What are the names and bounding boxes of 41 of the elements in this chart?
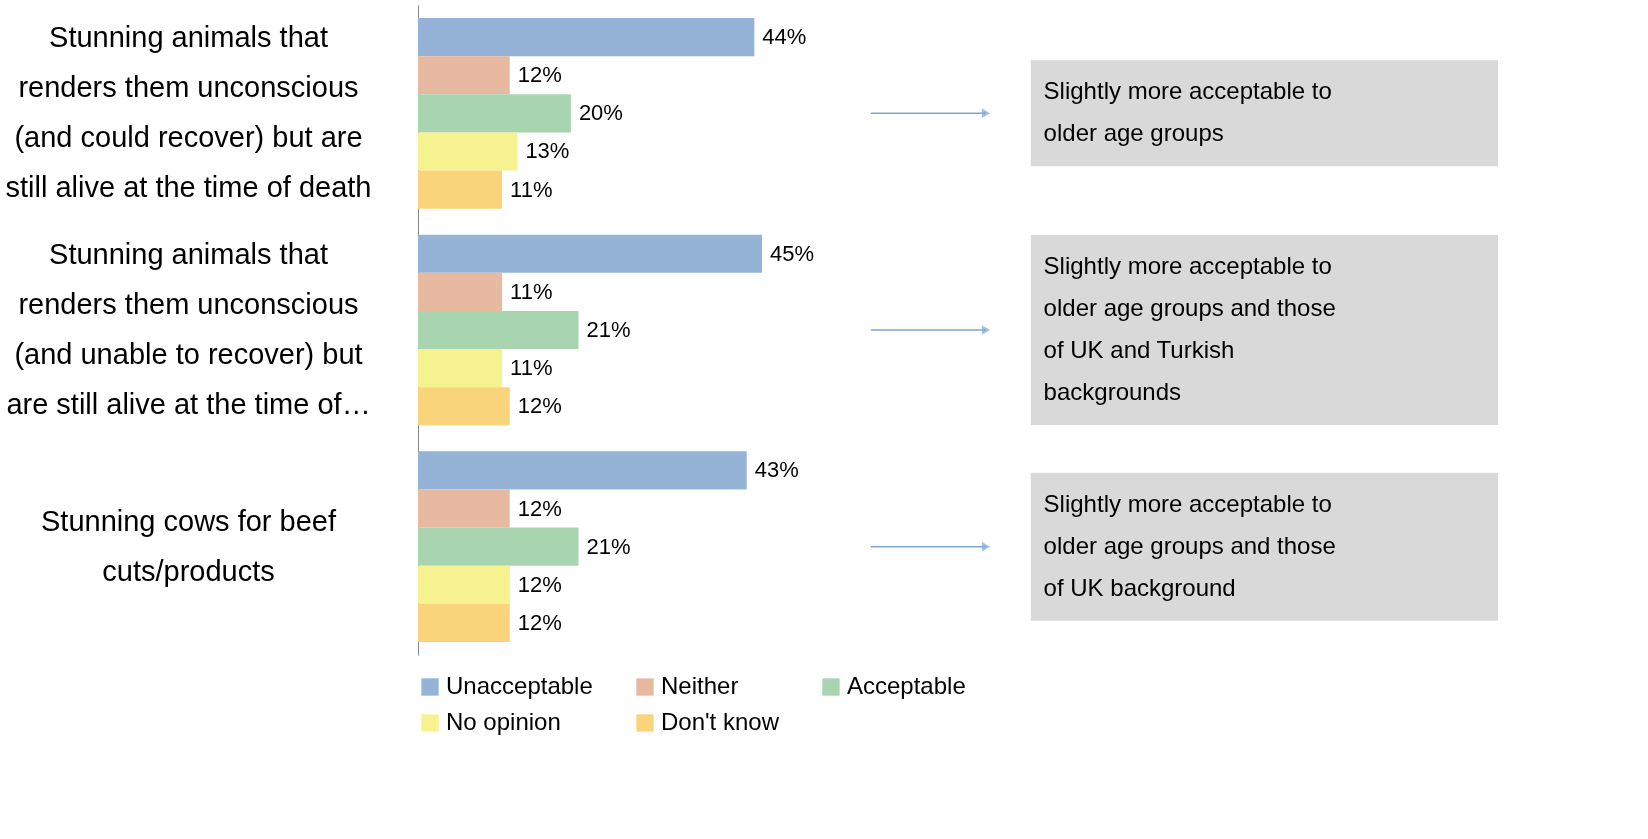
- legend-label: Unacceptable: [446, 672, 593, 699]
- bar: [418, 387, 510, 426]
- data-label: 12%: [517, 495, 562, 521]
- data-label: 13%: [525, 138, 570, 164]
- data-label: 44%: [762, 24, 807, 50]
- text: Slightly more acceptable to older age groups and those of UK background: [1043, 489, 1336, 601]
- y-tick-label: Stunning cows for beef cuts/products: [40, 504, 337, 587]
- bar: [418, 451, 747, 490]
- data-label: 11%: [510, 278, 553, 304]
- bar: [418, 132, 518, 171]
- data-label: 11%: [510, 355, 553, 381]
- legend-label: No opinion: [446, 708, 561, 735]
- bar: [418, 94, 571, 133]
- data-label: 12%: [517, 62, 562, 88]
- data-label: 21%: [586, 533, 631, 559]
- data-label: 12%: [517, 393, 562, 419]
- bar: [418, 310, 579, 350]
- bar: [418, 272, 503, 311]
- data-label: 21%: [586, 317, 631, 342]
- y-tick-label: Stunning animals that renders them unconscious (and could recover) but are still alive at the time of death: [5, 21, 372, 204]
- bar: [418, 489, 510, 528]
- data-label: 45%: [770, 240, 815, 266]
- text: Slightly more acceptable to older age groups: [1043, 77, 1332, 147]
- text: Slightly more acceptable to older age groups and those of UK and Turkish backgrounds: [1043, 252, 1336, 405]
- bar: [418, 565, 510, 604]
- data-label: 43%: [754, 457, 799, 483]
- bar: [418, 18, 755, 57]
- bar: [418, 603, 510, 642]
- bar: [418, 527, 579, 566]
- legend-label: Acceptable: [847, 672, 966, 699]
- data-label: 12%: [517, 609, 562, 635]
- y-tick-label: Stunning animals that renders them unconscious (and unable to recover) but are still alive at the time of…: [6, 238, 371, 420]
- data-label: 12%: [517, 571, 562, 597]
- bar: [418, 349, 503, 388]
- bar: [418, 170, 503, 209]
- bar: [418, 234, 762, 273]
- data-label: 11%: [510, 176, 553, 202]
- legend-label: Neither: [661, 672, 739, 699]
- bar: [418, 56, 510, 95]
- data-label: 20%: [578, 100, 623, 126]
- legend-label: Don't know: [661, 708, 780, 735]
